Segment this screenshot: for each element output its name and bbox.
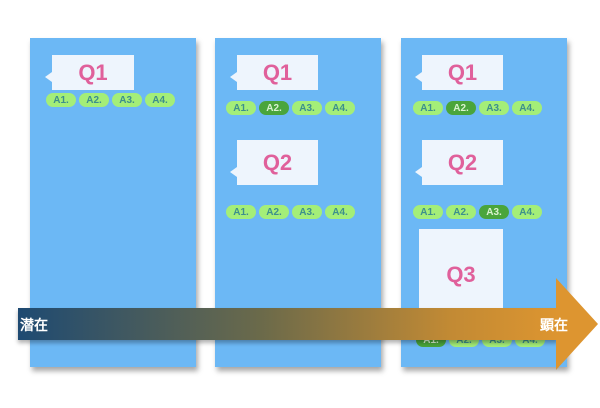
question-box-q2: Q2 bbox=[415, 140, 503, 185]
answer-pill: A2. bbox=[79, 93, 109, 107]
answer-pill: A3. bbox=[292, 205, 322, 219]
answer-pill: A1. bbox=[413, 101, 443, 115]
answer-pill-selected: A3. bbox=[479, 205, 509, 219]
answer-pill: A3. bbox=[112, 93, 142, 107]
answer-pill: A1. bbox=[226, 101, 256, 115]
answer-pill: A1. bbox=[226, 205, 256, 219]
answer-pill-selected: A2. bbox=[446, 101, 476, 115]
answer-pill: A4. bbox=[325, 101, 355, 115]
answer-pill: A1. bbox=[46, 93, 76, 107]
question-box-q1: Q1 bbox=[45, 55, 134, 90]
answer-row: A1. A2. A3. A4. bbox=[46, 93, 175, 107]
arrow-head bbox=[556, 278, 598, 370]
answer-pill: A3. bbox=[292, 101, 322, 115]
arrow-start-label: 潜在 bbox=[20, 318, 48, 334]
question-box-q2: Q2 bbox=[230, 140, 318, 185]
answer-pill: A2. bbox=[446, 205, 476, 219]
arrow-end-label: 顕在 bbox=[540, 318, 568, 334]
question-box-q1: Q1 bbox=[415, 55, 503, 90]
answer-pill: A1. bbox=[413, 205, 443, 219]
question-box-q3: Q3 bbox=[419, 229, 503, 320]
answer-pill: A4. bbox=[325, 205, 355, 219]
answer-pill: A4. bbox=[145, 93, 175, 107]
answer-row: A1. A2. A3. A4. bbox=[226, 205, 355, 219]
answer-pill: A2. bbox=[259, 205, 289, 219]
answer-row: A1. A2. A3. A4. bbox=[226, 101, 355, 115]
answer-pill-selected: A2. bbox=[259, 101, 289, 115]
answer-pill: A3. bbox=[479, 101, 509, 115]
answer-row: A1. A2. A3. A4. bbox=[413, 101, 542, 115]
question-box-q1: Q1 bbox=[230, 55, 318, 90]
arrow-band bbox=[18, 308, 558, 340]
answer-pill: A4. bbox=[512, 101, 542, 115]
answer-row: A1. A2. A3. A4. bbox=[413, 205, 542, 219]
answer-pill: A4. bbox=[512, 205, 542, 219]
